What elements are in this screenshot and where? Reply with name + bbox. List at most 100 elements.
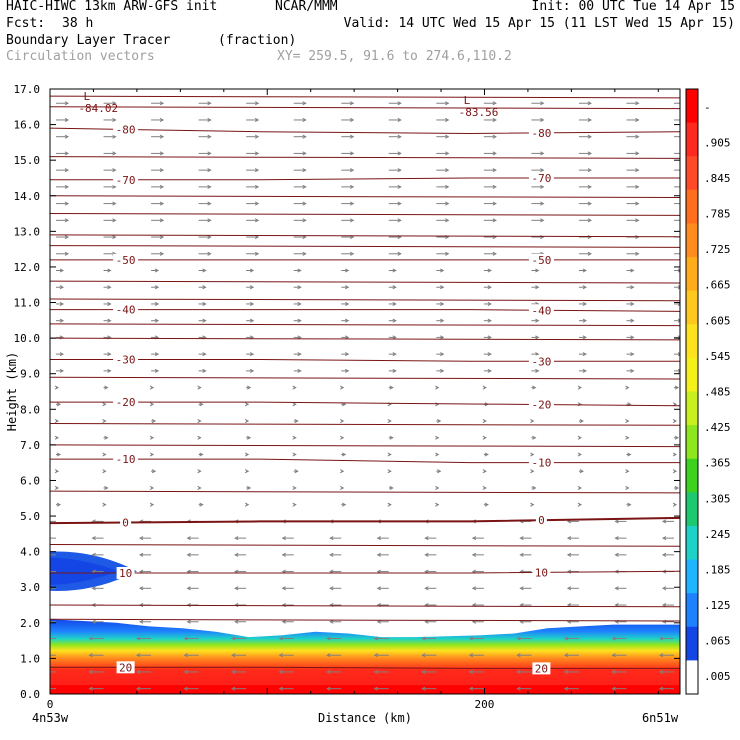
circulation-vector-head xyxy=(207,218,212,223)
circulation-vector-head xyxy=(64,117,70,123)
circulation-vector-head xyxy=(234,602,239,608)
circulation-vector-head xyxy=(292,502,297,507)
colorbar-label: .425 xyxy=(704,421,731,434)
circulation-vector-head xyxy=(302,168,307,173)
circulation-vector-head xyxy=(136,686,141,691)
circulation-vector-head xyxy=(244,402,250,407)
circulation-vector-head xyxy=(139,586,144,591)
circulation-vector-head xyxy=(440,335,445,340)
circulation-vector-head xyxy=(112,218,117,223)
circulation-vector-head xyxy=(397,168,402,173)
circulation-vector-head xyxy=(611,636,616,641)
colorbar-segment xyxy=(686,492,698,527)
circulation-vector-head xyxy=(492,251,497,256)
circulation-vector-head xyxy=(197,435,202,440)
circulation-vector-head xyxy=(254,218,260,223)
circulation-vector-head xyxy=(302,184,307,189)
colorbar-label: .305 xyxy=(704,492,731,505)
circulation-vector-head xyxy=(468,669,474,674)
circulation-vector-head xyxy=(535,285,540,290)
colorbar-segment xyxy=(686,290,698,325)
circulation-vector-head xyxy=(281,586,286,591)
circulation-vector-head xyxy=(341,452,347,457)
colorbar-segment xyxy=(686,559,698,594)
circulation-vector-head xyxy=(421,653,426,658)
circulation-vector-head xyxy=(107,301,112,306)
circulation-vector-head xyxy=(635,251,640,256)
circulation-vector-head xyxy=(197,485,202,490)
circulation-vector-head xyxy=(199,452,204,457)
circulation-vector-head xyxy=(625,418,630,424)
temperature-contour xyxy=(50,234,680,238)
circulation-vector-head xyxy=(658,653,664,658)
contour-label-bg xyxy=(528,304,554,317)
temperature-contour xyxy=(50,490,680,494)
x-end-location: 6n51w xyxy=(642,711,679,725)
circulation-vector-head xyxy=(45,620,48,623)
circulation-vector-head xyxy=(482,418,487,424)
circulation-vector-head xyxy=(587,201,592,206)
circulation-vector-head xyxy=(658,686,664,691)
contour-label-bg xyxy=(113,453,139,466)
circulation-vector-head xyxy=(154,285,160,290)
circulation-vector-head xyxy=(440,318,445,323)
circulation-vector-head xyxy=(349,201,355,206)
circulation-vector-head xyxy=(397,134,402,139)
circulation-vector-head xyxy=(149,502,155,507)
circulation-vector-head xyxy=(468,653,474,658)
colorbar-label: .905 xyxy=(704,136,731,149)
circulation-vector-head xyxy=(487,318,492,323)
circulation-vector-head xyxy=(421,686,426,691)
circulation-vector-head xyxy=(297,268,302,273)
contour-label: -40 xyxy=(116,304,136,317)
circulation-vector-head xyxy=(492,134,497,139)
temperature-contour xyxy=(50,458,680,464)
circulation-vector-head xyxy=(614,586,619,591)
circulation-vector-head xyxy=(516,636,521,641)
contour-label: 20 xyxy=(535,662,548,675)
contour-label-bg xyxy=(528,171,554,184)
circulation-vector-head xyxy=(294,469,299,474)
circulation-vector-head xyxy=(207,168,212,173)
y-tick-label: 0.0 xyxy=(20,688,40,701)
circulation-vector-head xyxy=(88,686,93,691)
circulation-vector-head xyxy=(373,636,379,641)
circulation-vector-head xyxy=(582,368,587,373)
circulation-vector-head xyxy=(297,352,302,357)
colorbar-segment xyxy=(686,593,698,628)
circulation-vector-head xyxy=(207,251,212,256)
circulation-vector-head xyxy=(625,485,630,490)
circulation-vector-head xyxy=(159,134,165,139)
circulation-vector-head xyxy=(349,134,355,139)
colorbar-label: .485 xyxy=(704,386,731,399)
circulation-vector-head xyxy=(64,134,70,139)
colorbar-segment xyxy=(686,324,698,359)
circulation-vector-head xyxy=(64,168,70,173)
circulation-vector-head xyxy=(471,586,477,591)
circulation-vector-head xyxy=(587,101,592,106)
circulation-vector-head xyxy=(437,469,442,474)
circulation-vector-head xyxy=(492,168,497,173)
circulation-vector-head xyxy=(468,686,474,691)
circulation-vector-head xyxy=(587,184,592,189)
circulation-vector-head xyxy=(440,285,445,290)
contour-label: 0 xyxy=(122,517,129,530)
circulation-vector-head xyxy=(197,469,202,474)
circulation-vector-head xyxy=(519,586,524,591)
circulation-vector-head xyxy=(329,536,334,541)
circulation-vector-head xyxy=(278,669,283,674)
circulation-vector-head xyxy=(471,552,477,557)
circulation-vector-head xyxy=(582,301,587,306)
circulation-vector-head xyxy=(625,435,630,440)
circulation-vector-head xyxy=(234,552,239,557)
circulation-vector-head xyxy=(387,418,392,424)
circulation-vector-head xyxy=(535,335,540,340)
circulation-vector-head xyxy=(64,201,70,206)
circulation-vector-head xyxy=(445,117,450,123)
circulation-vector-head xyxy=(249,301,255,306)
circulation-vector-head xyxy=(54,469,60,474)
temperature-contour xyxy=(50,570,680,574)
circulation-vector-head xyxy=(492,117,497,123)
colorbar-label: .665 xyxy=(704,279,731,292)
circulation-vector-head xyxy=(246,435,252,440)
